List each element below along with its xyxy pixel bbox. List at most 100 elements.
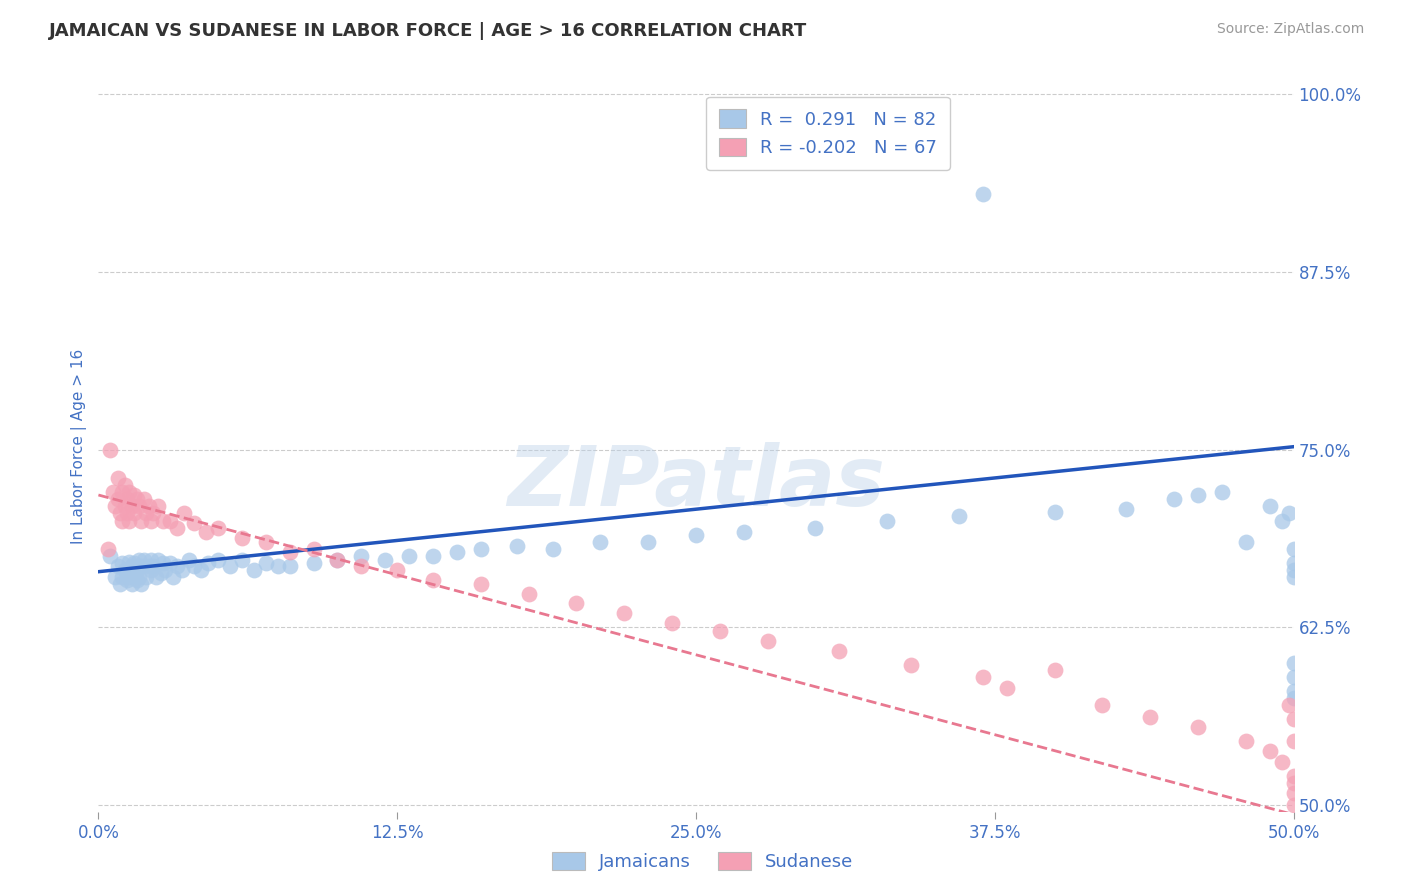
Point bbox=[179, 553, 201, 567]
Point bbox=[132, 492, 155, 507]
Point bbox=[254, 534, 277, 549]
Point bbox=[135, 570, 157, 584]
Point bbox=[1163, 492, 1185, 507]
Point bbox=[111, 514, 134, 528]
Point bbox=[195, 524, 218, 539]
Point bbox=[111, 570, 134, 584]
Point bbox=[1282, 786, 1305, 800]
Point bbox=[446, 545, 468, 559]
Legend: Jamaicans, Sudanese: Jamaicans, Sudanese bbox=[546, 845, 860, 879]
Point bbox=[422, 573, 444, 587]
Point bbox=[145, 570, 167, 584]
Point bbox=[1282, 797, 1305, 812]
Point bbox=[1282, 556, 1305, 570]
Point bbox=[1234, 534, 1257, 549]
Point bbox=[972, 186, 994, 201]
Point bbox=[131, 559, 153, 574]
Point bbox=[183, 559, 205, 574]
Point bbox=[111, 485, 134, 500]
Point bbox=[124, 556, 146, 570]
Point bbox=[1211, 485, 1233, 500]
Point bbox=[207, 553, 229, 567]
Point bbox=[148, 553, 170, 567]
Point bbox=[541, 541, 564, 556]
Point bbox=[118, 514, 141, 528]
Point bbox=[173, 507, 195, 521]
Point bbox=[149, 566, 172, 581]
Point bbox=[1271, 514, 1294, 528]
Point bbox=[804, 521, 827, 535]
Point bbox=[98, 549, 122, 563]
Point bbox=[162, 570, 184, 584]
Point bbox=[756, 634, 779, 648]
Point bbox=[267, 559, 290, 574]
Point bbox=[972, 670, 994, 684]
Point bbox=[1043, 663, 1066, 677]
Point bbox=[1282, 570, 1305, 584]
Point bbox=[326, 553, 349, 567]
Point bbox=[1258, 500, 1281, 514]
Point bbox=[98, 442, 122, 457]
Point bbox=[995, 681, 1018, 695]
Point bbox=[1278, 507, 1301, 521]
Point bbox=[900, 658, 922, 673]
Point bbox=[1091, 698, 1114, 713]
Point bbox=[470, 541, 492, 556]
Point bbox=[219, 559, 242, 574]
Point bbox=[138, 500, 160, 514]
Point bbox=[231, 531, 253, 545]
Point bbox=[948, 509, 970, 524]
Point bbox=[1282, 713, 1305, 727]
Point bbox=[166, 559, 188, 574]
Point bbox=[139, 514, 162, 528]
Point bbox=[104, 500, 127, 514]
Point bbox=[115, 507, 138, 521]
Point bbox=[125, 492, 148, 507]
Point bbox=[172, 563, 194, 577]
Y-axis label: In Labor Force | Age > 16: In Labor Force | Age > 16 bbox=[72, 349, 87, 543]
Point bbox=[385, 563, 409, 577]
Point bbox=[1115, 502, 1137, 516]
Point bbox=[132, 553, 155, 567]
Point bbox=[155, 563, 177, 577]
Point bbox=[121, 559, 143, 574]
Point bbox=[350, 559, 373, 574]
Point bbox=[142, 559, 165, 574]
Point bbox=[709, 624, 731, 639]
Point bbox=[124, 507, 146, 521]
Point bbox=[231, 553, 253, 567]
Point bbox=[565, 596, 588, 610]
Point bbox=[121, 577, 143, 591]
Point bbox=[148, 500, 170, 514]
Point bbox=[1282, 776, 1305, 790]
Point bbox=[1282, 656, 1305, 670]
Point bbox=[121, 500, 143, 514]
Point bbox=[422, 549, 444, 563]
Point bbox=[326, 553, 349, 567]
Point bbox=[302, 541, 325, 556]
Text: JAMAICAN VS SUDANESE IN LABOR FORCE | AGE > 16 CORRELATION CHART: JAMAICAN VS SUDANESE IN LABOR FORCE | AG… bbox=[49, 22, 807, 40]
Point bbox=[108, 507, 131, 521]
Point bbox=[118, 555, 141, 569]
Point bbox=[1282, 563, 1305, 577]
Point bbox=[115, 573, 138, 587]
Point bbox=[135, 507, 157, 521]
Point bbox=[876, 514, 898, 528]
Point bbox=[128, 570, 150, 584]
Point bbox=[1282, 691, 1305, 706]
Point bbox=[207, 521, 229, 535]
Point bbox=[124, 488, 146, 502]
Point bbox=[1271, 755, 1294, 769]
Point bbox=[131, 577, 153, 591]
Point bbox=[828, 644, 851, 658]
Point bbox=[374, 553, 396, 567]
Point bbox=[142, 507, 165, 521]
Point bbox=[1282, 684, 1305, 698]
Point bbox=[114, 500, 136, 514]
Point bbox=[152, 556, 174, 570]
Point bbox=[101, 485, 124, 500]
Point bbox=[470, 577, 492, 591]
Point bbox=[254, 556, 277, 570]
Legend: R =  0.291   N = 82, R = -0.202   N = 67: R = 0.291 N = 82, R = -0.202 N = 67 bbox=[706, 96, 950, 169]
Point bbox=[124, 567, 146, 582]
